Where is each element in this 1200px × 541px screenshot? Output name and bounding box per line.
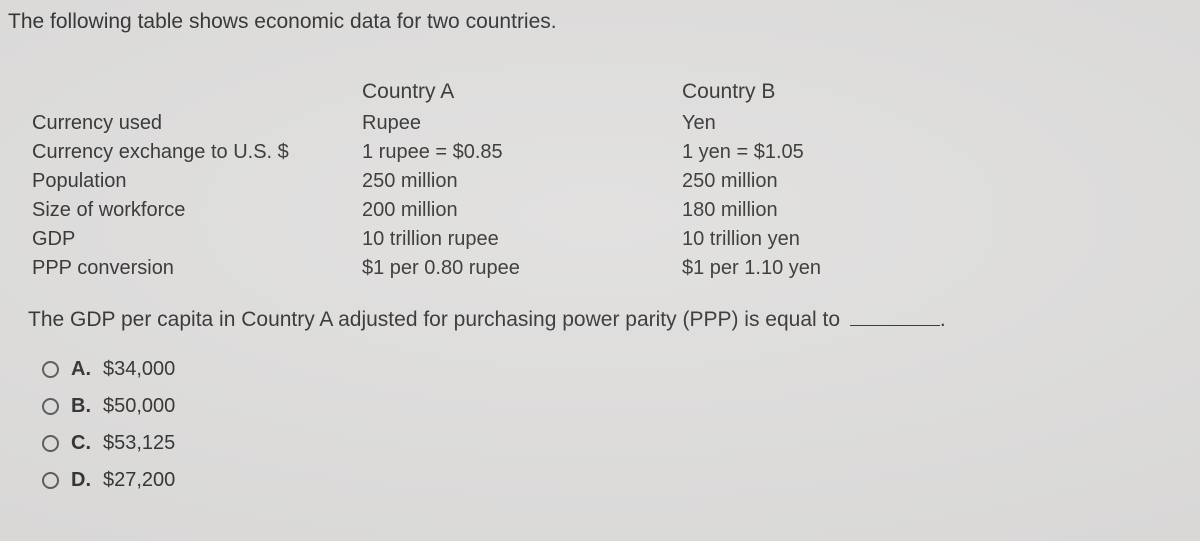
row-label: PPP conversion <box>32 257 362 280</box>
header-rowlabel <box>32 80 362 106</box>
option-letter: A. <box>71 358 95 381</box>
row-value-a: 200 million <box>362 199 682 222</box>
row-value-a: Rupee <box>362 112 682 135</box>
question-period: . <box>940 308 946 331</box>
question-stem: The GDP per capita in Country A adjusted… <box>28 308 1200 332</box>
option-c[interactable]: C. $53,125 <box>42 432 1200 455</box>
answer-blank <box>850 325 940 326</box>
row-value-b: Yen <box>682 112 1002 135</box>
row-label: Currency exchange to U.S. $ <box>32 141 362 164</box>
option-a[interactable]: A. $34,000 <box>42 358 1200 381</box>
answer-options: A. $34,000 B. $50,000 C. $53,125 D. $27,… <box>42 358 1200 492</box>
question-page: The following table shows economic data … <box>0 0 1200 541</box>
option-text: $50,000 <box>103 395 175 418</box>
option-letter: B. <box>71 395 95 418</box>
option-text: $34,000 <box>103 358 175 381</box>
row-label: Size of workforce <box>32 199 362 222</box>
row-value-a: 10 trillion rupee <box>362 228 682 251</box>
option-d[interactable]: D. $27,200 <box>42 469 1200 492</box>
row-value-a: 250 million <box>362 170 682 193</box>
option-text: $27,200 <box>103 469 175 492</box>
row-label: Population <box>32 170 362 193</box>
question-text: The GDP per capita in Country A adjusted… <box>28 308 840 331</box>
option-letter: D. <box>71 469 95 492</box>
radio-icon[interactable] <box>42 398 59 415</box>
row-value-b: $1 per 1.10 yen <box>682 257 1002 280</box>
header-country-b: Country B <box>682 80 1002 106</box>
data-table: Country A Country B Currency used Rupee … <box>32 80 1200 280</box>
row-value-a: 1 rupee = $0.85 <box>362 141 682 164</box>
row-value-b: 10 trillion yen <box>682 228 1002 251</box>
radio-icon[interactable] <box>42 472 59 489</box>
row-label: GDP <box>32 228 362 251</box>
header-country-a: Country A <box>362 80 682 106</box>
row-value-a: $1 per 0.80 rupee <box>362 257 682 280</box>
row-value-b: 1 yen = $1.05 <box>682 141 1002 164</box>
intro-text: The following table shows economic data … <box>0 10 1200 34</box>
option-text: $53,125 <box>103 432 175 455</box>
radio-icon[interactable] <box>42 435 59 452</box>
option-letter: C. <box>71 432 95 455</box>
row-label: Currency used <box>32 112 362 135</box>
option-b[interactable]: B. $50,000 <box>42 395 1200 418</box>
row-value-b: 250 million <box>682 170 1002 193</box>
radio-icon[interactable] <box>42 361 59 378</box>
row-value-b: 180 million <box>682 199 1002 222</box>
